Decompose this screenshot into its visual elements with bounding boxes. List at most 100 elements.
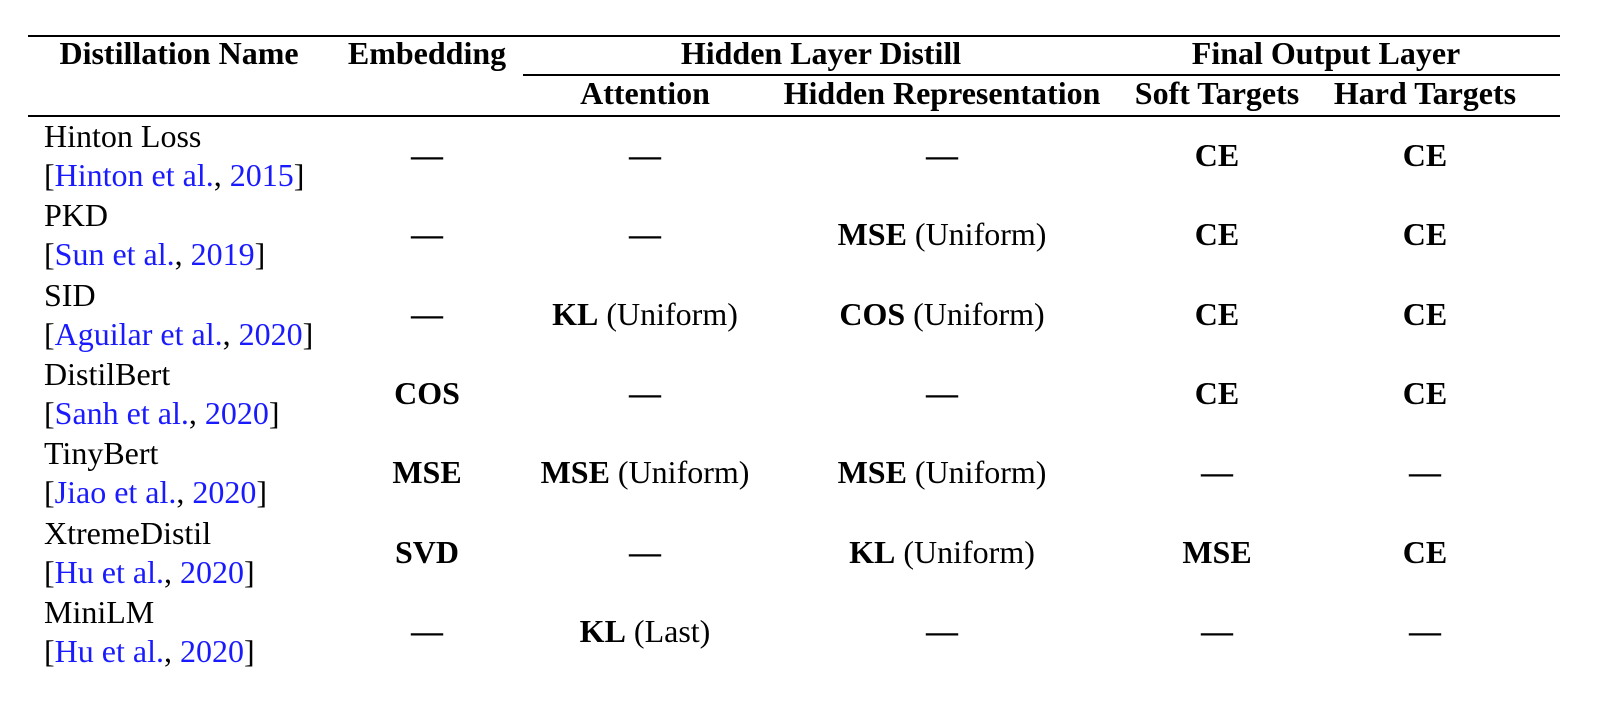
- citation-author-link[interactable]: Jiao et al.: [54, 474, 177, 511]
- cell-loss: COS: [394, 374, 460, 411]
- cell-attention: KL (Last): [580, 611, 711, 651]
- cell-hard: CE: [1403, 532, 1447, 572]
- citation-separator: ,: [222, 315, 239, 352]
- header-hidden-representation: Hidden Representation: [783, 75, 1101, 111]
- method-name: MiniLM: [44, 593, 155, 630]
- cell-embedding: COS: [394, 373, 460, 413]
- citation-bracket-close: ]: [302, 315, 314, 352]
- cell-loss: —: [411, 216, 443, 253]
- citation-year-link[interactable]: 2020: [179, 553, 244, 590]
- cell-soft: —: [1201, 452, 1233, 492]
- citation-separator: ,: [163, 632, 180, 669]
- cell-attention: —: [629, 532, 661, 572]
- cell-loss: KL: [849, 533, 896, 570]
- cell-loss: —: [629, 137, 661, 173]
- cell-loss: —: [926, 612, 958, 649]
- header-hidden-layer-distill: Hidden Layer Distill: [680, 35, 962, 71]
- cell-loss: MSE: [540, 454, 610, 491]
- citation-year-link[interactable]: 2015: [229, 157, 294, 193]
- cell-attention: —: [629, 135, 661, 175]
- cell-loss: MSE: [1182, 533, 1252, 570]
- citation-bracket-open: [: [44, 474, 55, 511]
- cell-loss: CE: [1402, 216, 1448, 253]
- citation-bracket-open: [: [44, 157, 55, 193]
- cell-embedding: —: [411, 135, 443, 175]
- cell-loss: MSE: [392, 454, 462, 491]
- cell-soft: MSE: [1182, 532, 1251, 572]
- cell-loss: —: [1201, 612, 1233, 649]
- citation-separator: ,: [176, 474, 193, 511]
- cell-strategy: (Uniform): [906, 454, 1047, 491]
- citation-bracket-open: [: [44, 632, 55, 669]
- citation-bracket-close: ]: [243, 632, 255, 669]
- citation: [Jiao et al., 2020]: [44, 472, 267, 512]
- citation-bracket-open: [: [44, 553, 55, 590]
- citation: [Hu et al., 2020]: [44, 631, 255, 671]
- citation-author-link[interactable]: Aguilar et al.: [54, 315, 223, 352]
- cell-strategy: (Last): [625, 612, 711, 649]
- cell-hidden: —: [926, 611, 958, 651]
- cell-attention: MSE (Uniform): [541, 452, 750, 492]
- cell-loss: CE: [1402, 374, 1448, 411]
- citation-bracket-close: ]: [254, 236, 266, 273]
- citation: [Sun et al., 2019]: [44, 234, 265, 274]
- cell-soft: CE: [1195, 135, 1239, 175]
- cell-embedding: —: [411, 214, 443, 254]
- citation: [Sanh et al., 2020]: [44, 393, 280, 433]
- cell-embedding: MSE: [392, 452, 461, 492]
- header-final-output-layer: Final Output Layer: [1191, 35, 1461, 71]
- cell-loss: CE: [1402, 533, 1448, 570]
- citation-separator: ,: [174, 236, 191, 273]
- citation: [Hinton et al., 2015]: [44, 155, 304, 195]
- citation-author-link[interactable]: Hu et al.: [54, 632, 164, 669]
- cell-loss: SVD: [394, 533, 460, 570]
- cell-attention: —: [629, 373, 661, 413]
- citation-author-link[interactable]: Hu et al.: [54, 553, 164, 590]
- citation-year-link[interactable]: 2020: [179, 632, 244, 669]
- cell-hard: CE: [1403, 373, 1447, 413]
- cell-loss: —: [1201, 454, 1233, 491]
- citation: [Aguilar et al., 2020]: [44, 314, 313, 354]
- group-rule: [523, 74, 1560, 76]
- citation-bracket-close: ]: [293, 157, 305, 193]
- header-hard-targets: Hard Targets: [1333, 75, 1517, 111]
- method-name: XtremeDistil: [44, 514, 212, 551]
- cell-loss: —: [629, 374, 661, 411]
- cell-loss: KL: [552, 295, 599, 332]
- citation-year-link[interactable]: 2020: [238, 315, 303, 352]
- cell-loss: —: [629, 533, 661, 570]
- citation-author-link[interactable]: Sun et al.: [54, 236, 175, 273]
- cell-hard: CE: [1403, 294, 1447, 334]
- cell-hidden: MSE (Uniform): [838, 214, 1047, 254]
- cell-hard: —: [1409, 452, 1441, 492]
- cell-attention: —: [629, 214, 661, 254]
- header-soft-targets: Soft Targets: [1134, 75, 1300, 111]
- citation-separator: ,: [188, 394, 205, 431]
- citation-author-link[interactable]: Sanh et al.: [54, 394, 189, 431]
- cell-hidden: —: [926, 373, 958, 413]
- citation-author-link[interactable]: Hinton et al.: [54, 157, 214, 193]
- cell-loss: CE: [1194, 137, 1240, 173]
- citation-year-link[interactable]: 2019: [190, 236, 255, 273]
- citation-year-link[interactable]: 2020: [204, 394, 269, 431]
- citation-year-link[interactable]: 2020: [192, 474, 257, 511]
- cell-loss: —: [411, 295, 443, 332]
- cell-hard: CE: [1403, 135, 1447, 175]
- header-distillation-name: Distillation Name: [59, 35, 299, 71]
- cell-hard: CE: [1403, 214, 1447, 254]
- cell-loss: CE: [1194, 374, 1240, 411]
- cell-loss: —: [411, 612, 443, 649]
- method-name: PKD: [44, 197, 109, 234]
- header-attention: Attention: [580, 75, 710, 111]
- cell-strategy: (Uniform): [895, 533, 1035, 570]
- cell-soft: CE: [1195, 373, 1239, 413]
- cell-loss: —: [411, 137, 443, 173]
- cell-loss: —: [1409, 612, 1441, 649]
- cell-loss: CE: [1402, 137, 1448, 173]
- header-embedding: Embedding: [347, 35, 507, 71]
- cell-soft: CE: [1195, 214, 1239, 254]
- citation-separator: ,: [213, 157, 230, 193]
- cell-loss: CE: [1402, 295, 1448, 332]
- cell-strategy: (Uniform): [906, 216, 1047, 253]
- cell-loss: —: [926, 374, 958, 411]
